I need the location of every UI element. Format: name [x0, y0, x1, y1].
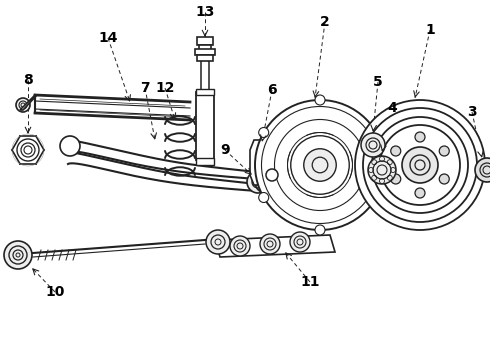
Circle shape: [255, 171, 277, 193]
Circle shape: [368, 156, 396, 184]
Circle shape: [260, 234, 280, 254]
Circle shape: [355, 100, 485, 230]
Circle shape: [315, 95, 325, 105]
Text: 2: 2: [320, 15, 330, 29]
Text: 8: 8: [23, 73, 33, 87]
Polygon shape: [215, 235, 335, 257]
Circle shape: [372, 117, 468, 213]
Circle shape: [60, 136, 80, 156]
Circle shape: [247, 171, 269, 193]
Bar: [196, 158, 214, 165]
Text: 5: 5: [373, 75, 383, 89]
Circle shape: [415, 132, 425, 142]
Circle shape: [304, 149, 336, 181]
Circle shape: [380, 125, 460, 205]
Circle shape: [257, 150, 267, 160]
Text: 6: 6: [267, 83, 277, 97]
Bar: [197, 37, 213, 45]
Circle shape: [439, 174, 449, 184]
Circle shape: [439, 146, 449, 156]
Bar: [197, 55, 213, 61]
Bar: [196, 89, 214, 95]
Text: 13: 13: [196, 5, 215, 19]
Bar: [196, 92, 214, 160]
Circle shape: [371, 127, 381, 138]
Circle shape: [363, 108, 477, 222]
Text: 9: 9: [220, 143, 230, 157]
Text: 1: 1: [425, 23, 435, 37]
Circle shape: [257, 160, 267, 170]
Circle shape: [16, 98, 30, 112]
Polygon shape: [20, 95, 37, 110]
Text: 4: 4: [387, 101, 397, 115]
Circle shape: [391, 174, 401, 184]
Circle shape: [371, 193, 381, 202]
Circle shape: [230, 236, 250, 256]
Circle shape: [259, 127, 269, 138]
Text: 10: 10: [45, 285, 65, 299]
Circle shape: [361, 133, 385, 157]
Circle shape: [257, 170, 267, 180]
Circle shape: [255, 100, 385, 230]
Polygon shape: [250, 140, 274, 185]
Text: 14: 14: [98, 31, 118, 45]
Bar: [199, 45, 211, 50]
Circle shape: [259, 193, 269, 202]
Text: 7: 7: [140, 81, 150, 95]
Circle shape: [391, 146, 401, 156]
Circle shape: [402, 147, 438, 183]
Text: 11: 11: [300, 275, 320, 289]
Circle shape: [475, 158, 490, 182]
Circle shape: [290, 232, 310, 252]
Text: 12: 12: [155, 81, 175, 95]
Circle shape: [4, 241, 32, 269]
Text: 3: 3: [467, 105, 477, 119]
Bar: [195, 49, 215, 55]
Circle shape: [266, 169, 278, 181]
Circle shape: [315, 225, 325, 235]
Circle shape: [415, 188, 425, 198]
Circle shape: [206, 230, 230, 254]
